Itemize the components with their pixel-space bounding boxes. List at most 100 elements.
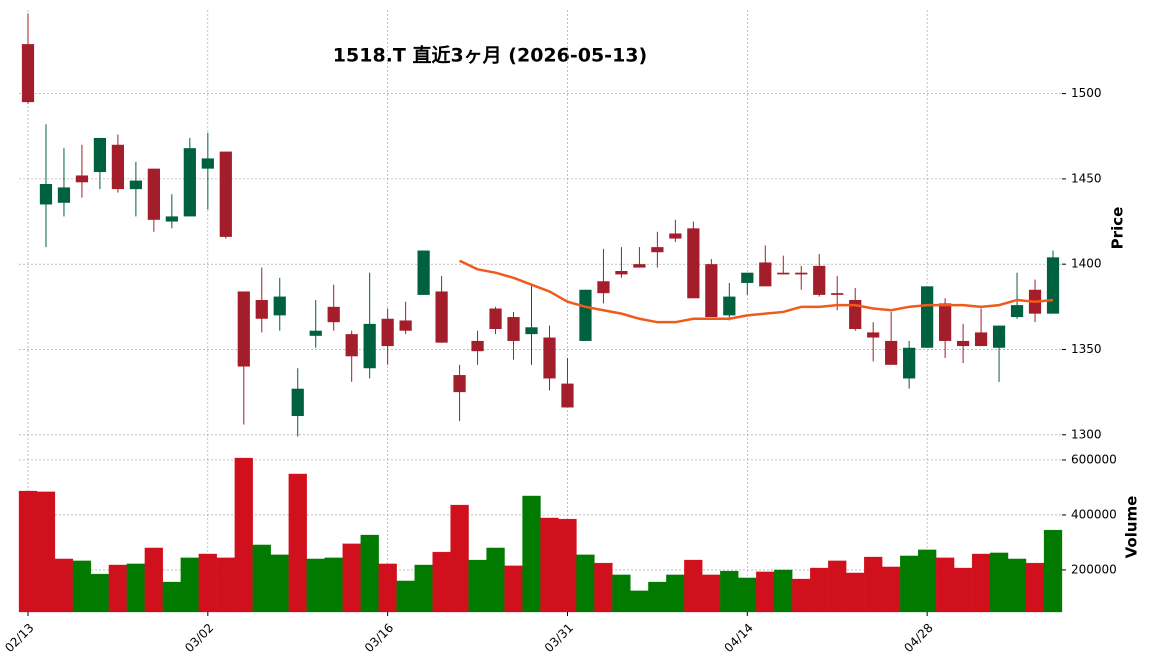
volume-bar xyxy=(504,565,523,613)
candle-body xyxy=(219,151,232,237)
y-tick-label: 1350 xyxy=(1071,342,1102,356)
x-tick-label: 04/28 xyxy=(901,621,935,655)
candle-body xyxy=(21,44,35,103)
volume-bar xyxy=(108,564,128,613)
y-axis-label: Price xyxy=(1109,207,1127,250)
candle-body xyxy=(669,233,682,239)
candle-body xyxy=(741,272,754,283)
candle-body xyxy=(399,320,412,331)
candle-body xyxy=(543,337,556,379)
volume-bar xyxy=(702,574,721,613)
candle-body xyxy=(201,158,214,169)
volume-bar xyxy=(666,574,685,613)
volume-bar xyxy=(989,552,1009,613)
y-tick-label: 400000 xyxy=(1071,507,1117,521)
candle-body xyxy=(723,296,736,316)
volume-bar xyxy=(828,560,847,613)
candle-body xyxy=(165,216,178,222)
candle-body xyxy=(345,334,358,357)
volume-bar xyxy=(72,560,92,613)
volume-bar xyxy=(1007,558,1027,613)
candle-body xyxy=(309,330,322,336)
volume-bar xyxy=(414,564,433,613)
volume-bar xyxy=(252,544,271,613)
candle-body xyxy=(597,281,610,294)
candle-body xyxy=(453,375,466,393)
y-tick-label: 1300 xyxy=(1071,427,1102,441)
candle-body xyxy=(183,148,196,217)
volume-bar xyxy=(342,543,361,613)
candle-body xyxy=(381,318,394,347)
volume-bar xyxy=(971,553,991,613)
candle-body xyxy=(1046,257,1060,314)
x-tick-label: 03/16 xyxy=(362,621,396,655)
x-tick-label: 04/14 xyxy=(722,621,756,655)
candle-body xyxy=(507,317,520,341)
candle-body xyxy=(938,303,952,341)
candle-body xyxy=(813,265,826,295)
volume-bar xyxy=(468,559,487,613)
volume-bar xyxy=(774,569,793,613)
x-tick-label: 03/02 xyxy=(182,621,216,655)
candle-body xyxy=(273,296,286,316)
candle-body xyxy=(885,340,898,365)
volume-bar xyxy=(882,566,901,613)
candle-body xyxy=(561,383,574,408)
candle-body xyxy=(777,272,790,275)
volume-bar xyxy=(792,578,811,613)
volume-bar xyxy=(917,549,937,613)
moving-average-line xyxy=(459,259,1054,324)
candle-body xyxy=(417,250,430,295)
volume-bar xyxy=(396,580,415,613)
volume-bar xyxy=(378,563,397,613)
volume-bar xyxy=(648,581,667,613)
candle-body xyxy=(921,286,934,348)
candle-body xyxy=(867,332,880,338)
candle-body xyxy=(57,187,71,203)
volume-bar xyxy=(756,571,775,613)
volume-bar xyxy=(846,572,865,613)
volume-bar xyxy=(522,495,541,613)
volume-bar xyxy=(540,517,559,613)
candle-body xyxy=(327,306,340,323)
candle-body xyxy=(903,347,916,379)
volume-bar xyxy=(180,557,199,613)
candle-body xyxy=(974,332,988,347)
volume-bar xyxy=(864,556,883,613)
volume-bar xyxy=(576,554,595,613)
volume-bar xyxy=(612,574,631,613)
volume-bar xyxy=(288,473,307,613)
candle-body xyxy=(651,247,664,253)
volume-bar xyxy=(810,567,829,613)
candle-body xyxy=(705,264,718,318)
volume-bar xyxy=(486,547,505,613)
volume-bar xyxy=(360,534,379,613)
volume-bar xyxy=(90,573,110,613)
volume-bar xyxy=(450,504,469,613)
volume-bar xyxy=(684,559,703,613)
candle-body xyxy=(956,340,970,347)
candle-body xyxy=(237,291,250,367)
y-tick-label: 1500 xyxy=(1071,86,1102,100)
y-tick-label: 1450 xyxy=(1071,171,1102,185)
candle-body xyxy=(147,168,160,220)
volume-bar xyxy=(1025,562,1045,613)
chart-title: 1518.T 直近3ヶ月 (2026-05-13) xyxy=(333,44,647,67)
volume-bar xyxy=(144,547,164,613)
candle-body xyxy=(255,300,268,319)
volume-bar xyxy=(234,457,253,613)
candle-body xyxy=(992,325,1006,348)
y-tick-label: 600000 xyxy=(1071,452,1117,466)
candle-body xyxy=(435,291,448,343)
volume-bar xyxy=(162,581,181,613)
candle-body xyxy=(831,293,844,295)
volume-bar xyxy=(18,490,38,613)
volume-bar xyxy=(198,553,217,613)
candle-body xyxy=(687,228,700,299)
x-tick-label: 02/13 xyxy=(2,621,36,655)
volume-bar xyxy=(306,558,325,613)
volume-bar xyxy=(935,557,955,613)
volume-bar xyxy=(216,557,235,613)
volume-bar xyxy=(738,577,757,613)
